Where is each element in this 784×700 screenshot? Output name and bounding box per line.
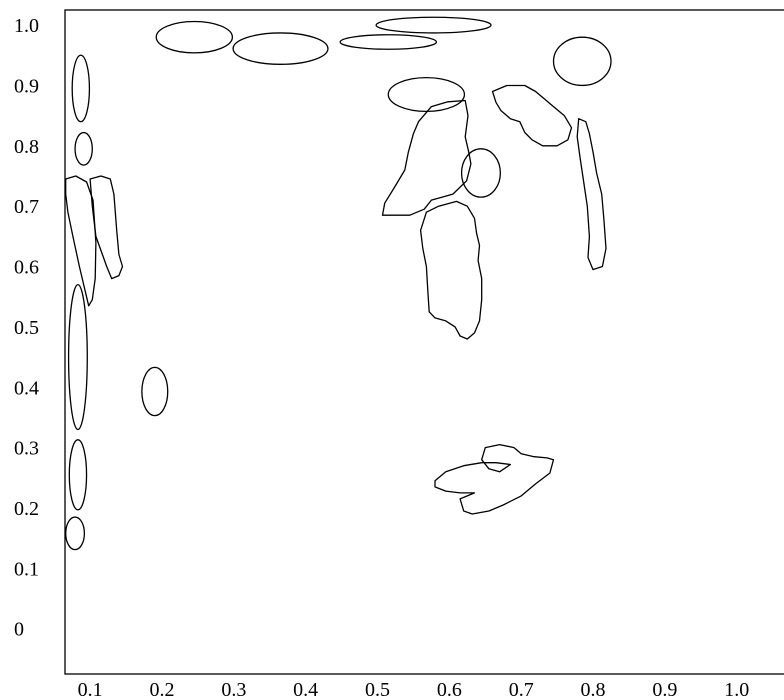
plot-frame xyxy=(64,9,784,675)
y-tick-label: 0.6 xyxy=(14,257,39,279)
x-tick-label: 0.4 xyxy=(293,679,318,700)
y-tick-label: 0 xyxy=(14,619,24,641)
x-tick-label: 0.8 xyxy=(581,679,606,700)
x-tick-label: 0.3 xyxy=(221,679,246,700)
contour-region-12 xyxy=(375,16,492,34)
y-axis-ticks: 0 0.1 0.2 0.3 0.4 0.5 0.6 0.7 0.8 0.9 1.0 xyxy=(14,15,39,641)
y-tick-label: 0.4 xyxy=(14,377,39,399)
y-tick-label: 0.2 xyxy=(14,498,39,520)
x-tick-label: 0.7 xyxy=(509,679,534,700)
contour-region-9 xyxy=(155,20,234,54)
contour-region-2 xyxy=(74,131,93,166)
x-tick-label: 1.0 xyxy=(724,679,749,700)
y-tick-label: 0.7 xyxy=(14,196,39,218)
contour-region-16 xyxy=(381,99,472,216)
y-tick-label: 0.9 xyxy=(14,75,39,97)
y-tick-label: 0.5 xyxy=(14,317,39,339)
contour-region-4 xyxy=(89,175,124,280)
x-tick-label: 0.5 xyxy=(365,679,390,700)
contour-region-15 xyxy=(491,84,573,147)
x-tick-label: 0.2 xyxy=(149,679,174,700)
x-tick-label: 0.9 xyxy=(652,679,677,700)
contour-region-8 xyxy=(141,366,169,417)
contour-region-6 xyxy=(68,439,88,511)
x-tick-label: 0.6 xyxy=(437,679,462,700)
contour-region-7 xyxy=(65,516,86,551)
contour-region-5 xyxy=(67,284,88,431)
contour-region-17 xyxy=(460,148,502,198)
y-tick-label: 0.8 xyxy=(14,136,39,158)
contour-region-14 xyxy=(552,36,612,87)
y-tick-label: 0.3 xyxy=(14,438,39,460)
y-tick-label: 1.0 xyxy=(14,15,39,37)
contour-region-10 xyxy=(232,32,329,65)
contour-region-11 xyxy=(339,34,438,50)
y-tick-label: 0.1 xyxy=(14,558,39,580)
x-axis-ticks: 0.1 0.2 0.3 0.4 0.5 0.6 0.7 0.8 0.9 1.0 xyxy=(78,679,750,700)
contour-region-20 xyxy=(434,443,555,515)
contour-region-18 xyxy=(419,200,483,340)
contour-region-1 xyxy=(71,54,91,123)
x-tick-label: 0.1 xyxy=(78,679,103,700)
contour-region-3 xyxy=(65,175,97,307)
contour-region-19 xyxy=(576,118,607,271)
regions-layer xyxy=(65,16,612,551)
contour-region-13 xyxy=(387,76,466,113)
